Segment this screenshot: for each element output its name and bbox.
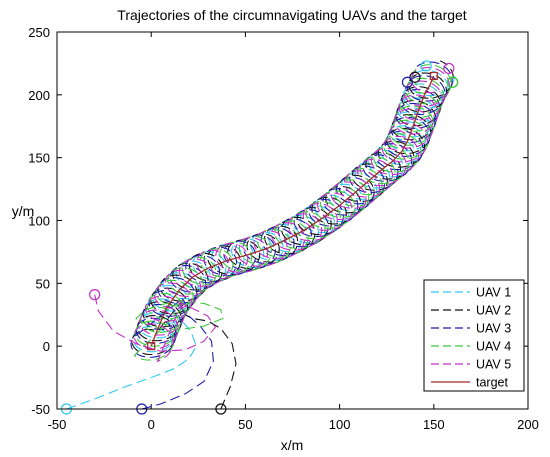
y-tick-label: 0	[43, 339, 50, 354]
y-axis-label: y/m	[12, 203, 35, 219]
x-tick-label: 50	[238, 417, 252, 432]
y-tick-label: 250	[28, 25, 50, 40]
uav-trajectory	[130, 61, 453, 409]
uav-trajectory	[133, 64, 452, 361]
x-tick-label: 150	[423, 417, 445, 432]
legend-box	[423, 279, 525, 392]
uav-end-marker	[401, 76, 414, 88]
y-tick-label: 100	[28, 214, 50, 229]
uav-end-marker	[443, 62, 455, 75]
x-axis-label: x/m	[281, 437, 304, 453]
x-tick-label: -50	[48, 417, 67, 432]
axis-ticks: -50 0 50 100 150 200 -50 0 50 100 150 200 250	[28, 25, 539, 432]
uav-end-marker	[447, 76, 459, 88]
uav-start-marker	[89, 289, 101, 301]
legend-label: UAV 4	[476, 340, 511, 354]
x-tick-label: 0	[148, 417, 155, 432]
legend-label: UAV 1	[476, 286, 511, 300]
uav-trajectory	[94, 66, 451, 363]
uav-end-marker	[420, 60, 432, 72]
trajectories	[66, 60, 456, 409]
y-tick-label: 50	[36, 276, 50, 291]
legend-label: UAV 2	[476, 304, 511, 318]
target-end-marker	[429, 71, 438, 81]
y-tick-label: 150	[28, 151, 50, 166]
plot-frame	[56, 31, 529, 410]
uav-trajectory	[131, 60, 454, 409]
target-start-marker	[147, 342, 156, 351]
x-tick-label: 200	[517, 417, 539, 432]
chart-title: Trajectories of the circumnavigating UAV…	[117, 7, 467, 23]
legend: UAV 1 UAV 2 UAV 3 UAV 4 UAV 5 target	[423, 279, 525, 392]
y-tick-label: -50	[31, 402, 50, 417]
legend-label: UAV 5	[476, 358, 511, 372]
legend-label: UAV 3	[476, 322, 511, 336]
x-tick-label: 100	[329, 417, 351, 432]
y-tick-label: 200	[28, 88, 50, 103]
legend-label: target	[476, 376, 508, 390]
target-trajectory	[150, 75, 435, 347]
uav-end-marker	[409, 71, 421, 83]
